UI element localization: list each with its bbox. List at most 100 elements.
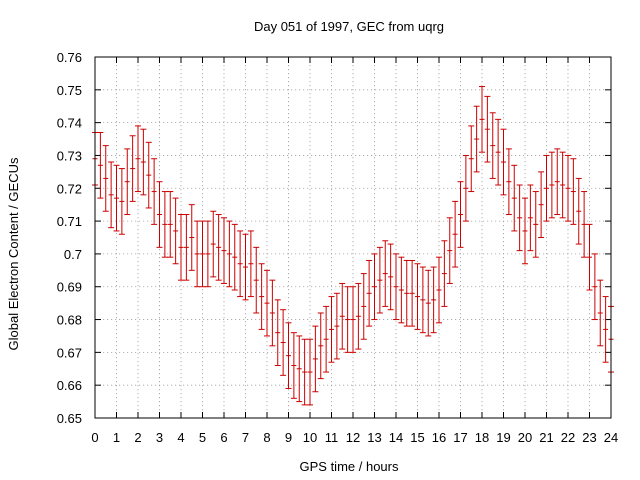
error-bar-point xyxy=(258,263,265,330)
error-bar-point xyxy=(333,292,340,360)
error-bar-point xyxy=(355,282,362,350)
error-bar-point xyxy=(371,253,378,321)
error-bar-point xyxy=(468,125,475,193)
error-bar-point xyxy=(597,279,604,347)
error-bar-point xyxy=(559,151,566,219)
x-tick-label: 5 xyxy=(199,430,206,445)
y-tick-label: 0.68 xyxy=(57,313,82,328)
x-tick-labels: 0 1 2 3 4 5 6 7 8 9 10 11 12 13 14 15 16 17 18 19 20 21 22 23 24 xyxy=(91,430,618,445)
error-bar-point xyxy=(167,191,174,258)
error-bar-point xyxy=(495,118,502,186)
error-bar-point xyxy=(285,322,292,389)
error-bar-point xyxy=(425,269,432,337)
y-tick-label: 0.69 xyxy=(57,280,82,295)
error-bar-point xyxy=(269,279,276,347)
error-bar-point xyxy=(548,151,555,219)
error-bar-point xyxy=(172,197,179,265)
y-tick-label: 0.67 xyxy=(57,345,82,360)
error-bar-point xyxy=(312,325,319,393)
y-tick-label: 0.74 xyxy=(57,116,82,131)
chart-title: Day 051 of 1997, GEC from uqrg xyxy=(254,19,444,34)
x-tick-label: 11 xyxy=(325,430,339,445)
error-bar-point xyxy=(264,269,270,337)
error-bar-point xyxy=(570,158,577,225)
y-tick-label: 0.65 xyxy=(57,411,82,426)
error-bar-point xyxy=(247,230,254,298)
error-bar-point xyxy=(97,131,104,199)
error-bar-point xyxy=(135,125,141,193)
x-tick-label: 21 xyxy=(539,430,553,445)
y-tick-label: 0.76 xyxy=(57,50,82,65)
error-bar-point xyxy=(565,154,571,222)
x-tick-label: 7 xyxy=(242,430,249,445)
error-bar-point xyxy=(446,217,453,284)
y-axis-label: Global Electron Content / GECUs xyxy=(6,157,21,350)
x-tick-label: 18 xyxy=(475,430,489,445)
error-bar-point xyxy=(328,296,335,363)
error-bar-point xyxy=(183,214,190,281)
error-bar-point xyxy=(457,181,464,248)
error-bar-point xyxy=(231,223,238,291)
error-bar-point xyxy=(221,217,227,284)
error-bar-point xyxy=(118,168,125,235)
error-bar-point xyxy=(280,309,287,376)
error-bar-point xyxy=(505,148,512,216)
x-tick-label: 1 xyxy=(113,430,120,445)
error-bar-point xyxy=(543,154,550,222)
error-bar-point xyxy=(532,191,539,258)
x-tick-label: 16 xyxy=(432,430,446,445)
error-bar-point xyxy=(124,148,131,216)
error-bar-point xyxy=(102,145,109,212)
error-bar-point xyxy=(522,197,528,265)
error-bar-point xyxy=(113,164,120,232)
x-axis-label: GPS time / hours xyxy=(300,459,399,474)
error-bar-point xyxy=(215,214,222,281)
error-bar-point xyxy=(387,243,394,311)
error-bar-point xyxy=(452,200,459,268)
error-bar-point xyxy=(441,240,448,307)
error-bar-point xyxy=(350,286,356,353)
x-tick-label: 19 xyxy=(496,430,510,445)
error-bar-point xyxy=(586,223,593,291)
error-bar-point xyxy=(484,95,491,163)
error-bar-point xyxy=(511,164,518,232)
error-bar-point xyxy=(500,128,507,196)
x-tick-label: 15 xyxy=(410,430,424,445)
y-tick-label: 0.71 xyxy=(57,214,82,229)
error-bar-point xyxy=(516,184,523,252)
error-bar-point xyxy=(204,220,211,288)
error-bar-point xyxy=(199,220,206,288)
x-tick-label: 9 xyxy=(285,430,292,445)
x-tick-label: 20 xyxy=(518,430,532,445)
error-bar-point xyxy=(161,191,168,258)
x-tick-label: 14 xyxy=(389,430,403,445)
error-bar-point xyxy=(344,286,351,353)
error-bar-point xyxy=(339,282,346,350)
x-tick-label: 17 xyxy=(453,430,467,445)
error-bar-point xyxy=(409,259,416,327)
error-bar-point xyxy=(242,233,249,301)
error-bar-point xyxy=(253,246,260,314)
y-tick-label: 0.72 xyxy=(57,181,82,196)
error-bar-point xyxy=(462,154,469,222)
error-bar-point xyxy=(366,259,373,327)
error-bar-point xyxy=(210,210,217,278)
y-tick-label: 0.66 xyxy=(57,378,82,393)
plot-frame xyxy=(94,56,612,419)
error-bar-point xyxy=(430,266,437,334)
error-bar-point xyxy=(194,220,201,288)
error-bar-point xyxy=(307,338,313,406)
error-bar-point xyxy=(473,105,480,173)
error-bar-point xyxy=(129,135,136,202)
x-tick-label: 13 xyxy=(367,430,381,445)
x-tick-label: 4 xyxy=(177,430,184,445)
error-bar-point xyxy=(479,86,485,153)
y-tick-label: 0.73 xyxy=(57,148,82,163)
x-tick-label: 3 xyxy=(156,430,163,445)
error-bar-point xyxy=(575,177,582,245)
error-bar-point xyxy=(226,220,233,288)
error-bar-point xyxy=(419,266,426,334)
error-bar-point xyxy=(398,256,405,324)
error-bar-point xyxy=(382,240,389,307)
y-tick-label: 0.7 xyxy=(64,247,82,262)
